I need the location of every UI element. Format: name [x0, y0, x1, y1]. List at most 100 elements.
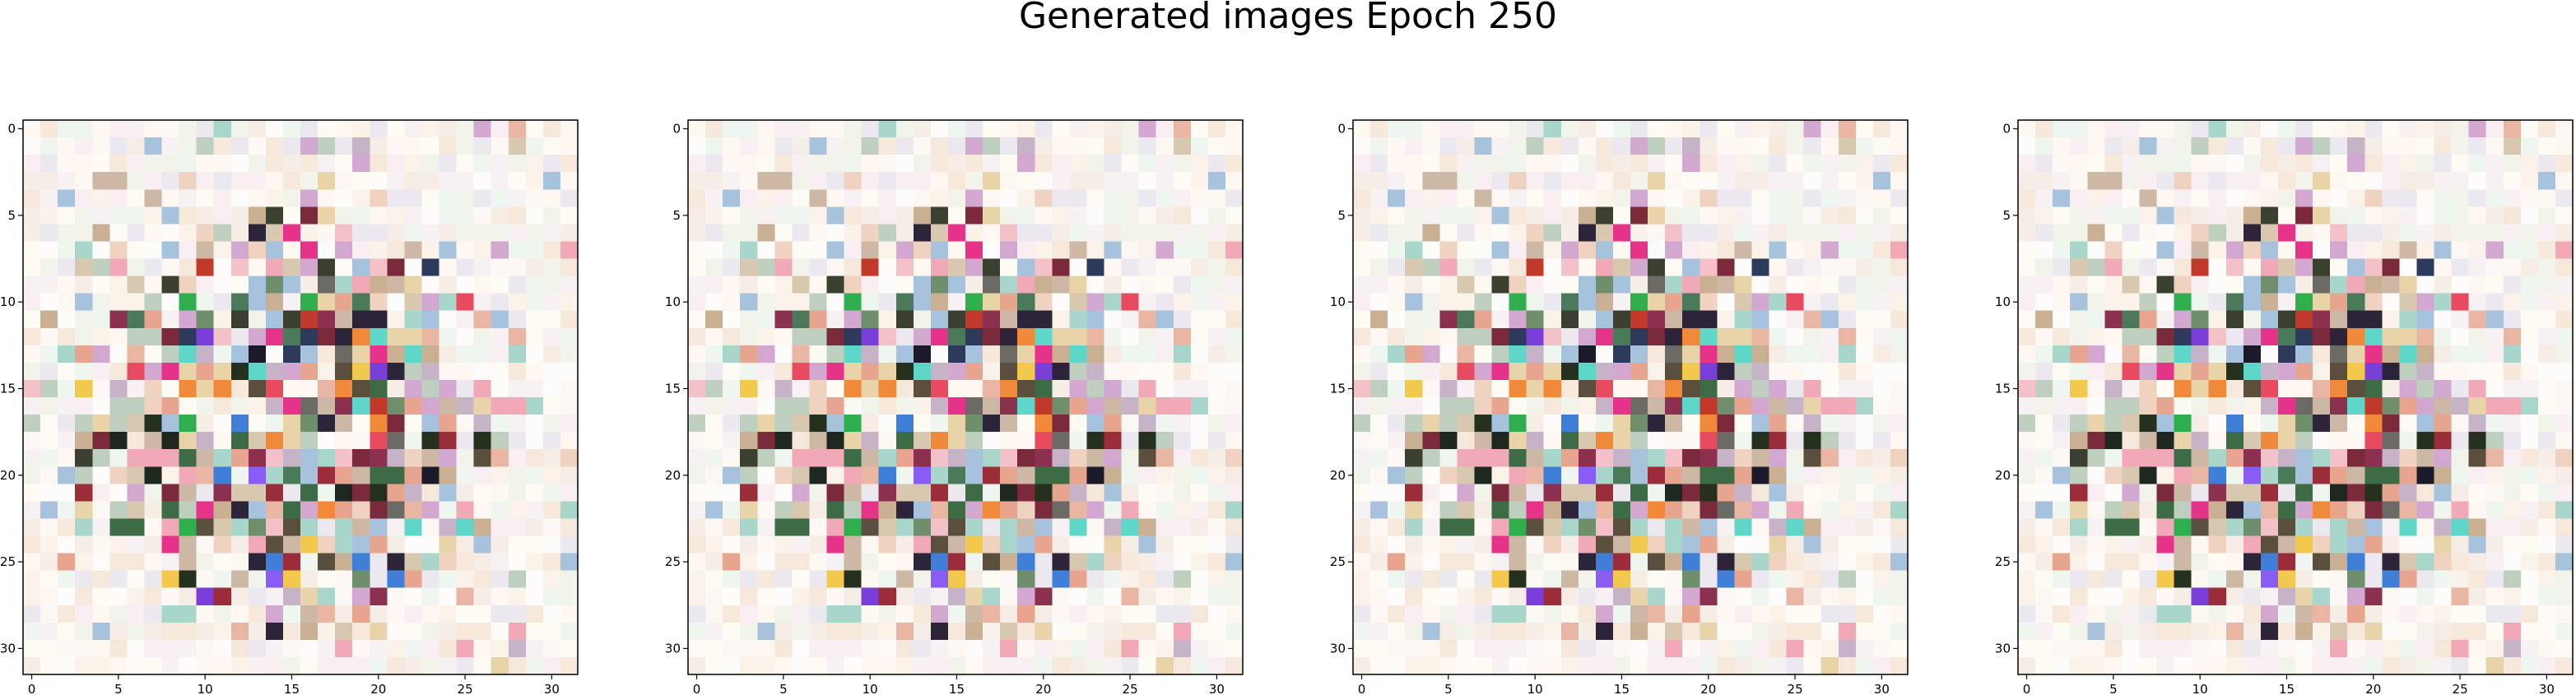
image-pixel — [1353, 293, 1371, 312]
image-pixel — [2156, 120, 2174, 138]
image-pixel — [809, 449, 827, 467]
image-pixel — [456, 276, 475, 294]
image-pixel — [404, 449, 422, 467]
image-pixel — [1665, 224, 1683, 242]
image-pixel — [1838, 484, 1857, 502]
image-pixel — [1405, 189, 1423, 207]
image-pixel — [705, 206, 723, 225]
image-pixel — [2537, 518, 2556, 536]
image-pixel — [1682, 656, 1700, 675]
image-pixel — [913, 327, 932, 346]
image-pixel — [265, 605, 284, 623]
image-pixel — [844, 189, 863, 207]
image-pixel — [1734, 362, 1752, 381]
image-pixel — [213, 587, 232, 606]
image-pixel — [705, 362, 723, 381]
image-pixel — [1474, 466, 1492, 484]
image-pixel — [439, 466, 457, 484]
image-pixel — [2313, 587, 2331, 606]
image-pixel — [2451, 605, 2470, 623]
image-pixel — [491, 206, 509, 225]
image-pixel — [2053, 224, 2071, 242]
image-pixel — [1595, 155, 1614, 173]
image-pixel — [1717, 258, 1735, 276]
image-pixel — [1439, 155, 1458, 173]
image-pixel — [542, 206, 561, 225]
x-tick-label: 25 — [458, 682, 473, 695]
image-pixel — [318, 120, 336, 138]
image-pixel — [2053, 155, 2071, 173]
image-pixel — [792, 206, 810, 225]
image-pixel — [23, 241, 41, 259]
image-pixel — [2174, 172, 2192, 190]
image-pixel — [1682, 432, 1700, 450]
image-pixel — [2035, 570, 2053, 589]
image-pixel — [895, 137, 914, 155]
image-pixel — [1225, 258, 1244, 276]
image-pixel — [1612, 172, 1631, 190]
image-pixel — [1543, 656, 1562, 675]
image-pixel — [2139, 310, 2157, 329]
image-pixel — [75, 397, 93, 415]
image-pixel — [2468, 224, 2487, 242]
image-pixel — [1543, 172, 1562, 190]
image-pixel — [740, 137, 758, 155]
image-pixel — [826, 432, 844, 450]
image-pixel — [2053, 553, 2071, 572]
image-pixel — [473, 379, 492, 398]
image-pixel — [2087, 535, 2105, 554]
image-pixel — [1069, 362, 1087, 381]
image-pixel — [826, 570, 844, 589]
image-pixel — [2260, 120, 2279, 138]
image-pixel — [2087, 466, 2105, 484]
image-pixel — [2243, 310, 2262, 329]
image-pixel — [1612, 258, 1631, 276]
image-pixel — [1069, 258, 1087, 276]
image-pixel — [40, 172, 58, 190]
image-pixel — [1700, 224, 1718, 242]
image-pixel — [723, 327, 741, 346]
image-pixel — [352, 518, 370, 536]
image-pixel — [1190, 639, 1209, 658]
image-pixel — [2399, 362, 2417, 381]
x-tick-label: 20 — [370, 682, 386, 695]
image-pixel — [1138, 206, 1157, 225]
image-pixel — [1820, 639, 1839, 658]
image-pixel — [1803, 553, 1822, 572]
image-pixel — [1630, 120, 1648, 138]
image-pixel — [2382, 415, 2400, 433]
image-pixel — [1700, 501, 1718, 519]
image-pixel — [213, 518, 232, 536]
image-pixel — [1000, 656, 1018, 675]
image-pixel — [1173, 639, 1192, 658]
image-pixel — [1370, 432, 1388, 450]
image-pixel — [213, 639, 232, 658]
image-pixel — [1457, 189, 1475, 207]
image-pixel — [2520, 553, 2539, 572]
image-pixel — [2156, 570, 2174, 589]
image-pixel — [109, 189, 128, 207]
image-pixel — [1769, 587, 1787, 606]
image-pixel — [1086, 570, 1104, 589]
image-pixel — [1138, 379, 1157, 398]
image-pixel — [1560, 449, 1579, 467]
x-tick-label: 30 — [544, 682, 560, 695]
image-pixel — [757, 241, 775, 259]
image-pixel — [1052, 155, 1070, 173]
image-pixel — [1155, 345, 1174, 364]
image-pixel — [1612, 120, 1631, 138]
image-pixel — [1803, 241, 1822, 259]
image-pixel — [248, 293, 267, 312]
image-pixel — [792, 258, 810, 276]
image-pixel — [1388, 155, 1406, 173]
image-pixel — [75, 362, 93, 381]
image-pixel — [2087, 293, 2105, 312]
image-pixel — [1069, 605, 1087, 623]
image-pixel — [2122, 310, 2140, 329]
image-pixel — [2053, 605, 2071, 623]
image-pixel — [1717, 362, 1735, 381]
image-pixel — [248, 120, 267, 138]
image-pixel — [318, 587, 336, 606]
image-pixel — [2416, 587, 2434, 606]
image-pixel — [2537, 484, 2556, 502]
